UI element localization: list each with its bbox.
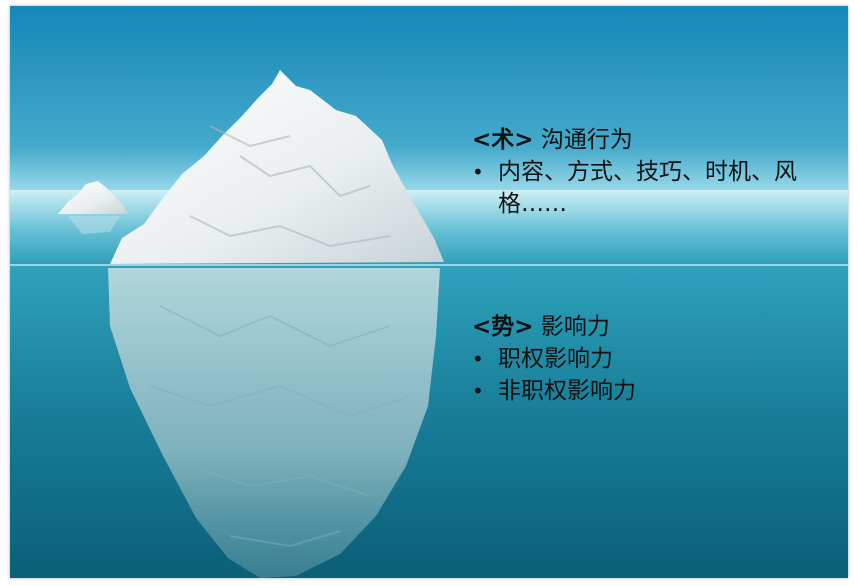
iceberg-image-frame: <术> 沟通行为 • 内容、方式、技巧、时机、风格…… <势> 影响力 • 职权… bbox=[10, 6, 848, 578]
small-iceberg-reflection bbox=[68, 216, 120, 234]
bullet-icon: • bbox=[472, 379, 484, 403]
iceberg-tip-shading bbox=[189, 125, 391, 248]
small-iceberg bbox=[58, 181, 128, 214]
bullet-icon: • bbox=[472, 347, 484, 371]
iceberg-tip bbox=[110, 70, 444, 264]
lower-section: <势> 影响力 • 职权影响力 • 非职权影响力 bbox=[472, 311, 636, 407]
upper-bullet-text: 内容、方式、技巧、时机、风格…… bbox=[498, 159, 797, 217]
iceberg-underwater-texture bbox=[149, 305, 411, 548]
lower-title: 影响力 bbox=[540, 314, 610, 340]
lower-bullet-text: 职权影响力 bbox=[498, 346, 613, 372]
lower-bullet-item: • 职权影响力 bbox=[472, 343, 636, 375]
lower-bullet-item: • 非职权影响力 bbox=[472, 375, 636, 407]
iceberg-underwater bbox=[108, 268, 440, 578]
upper-heading: <术> 沟通行为 bbox=[472, 124, 828, 156]
upper-bullet-item: • 内容、方式、技巧、时机、风格…… bbox=[472, 156, 828, 220]
bullet-icon: • bbox=[472, 160, 484, 184]
upper-bracket-open: < bbox=[472, 127, 492, 153]
sky bbox=[10, 6, 848, 194]
lower-term: 势 bbox=[491, 314, 515, 340]
lower-bracket-open: < bbox=[472, 314, 492, 340]
upper-section: <术> 沟通行为 • 内容、方式、技巧、时机、风格…… bbox=[472, 124, 828, 220]
upper-bracket-close: > bbox=[514, 127, 534, 153]
lower-bullet-text: 非职权影响力 bbox=[498, 378, 636, 404]
upper-title: 沟通行为 bbox=[540, 127, 633, 153]
lower-bracket-close: > bbox=[514, 314, 534, 340]
lower-heading: <势> 影响力 bbox=[472, 311, 636, 343]
iceberg-illustration bbox=[10, 6, 848, 578]
upper-term: 术 bbox=[491, 127, 515, 153]
